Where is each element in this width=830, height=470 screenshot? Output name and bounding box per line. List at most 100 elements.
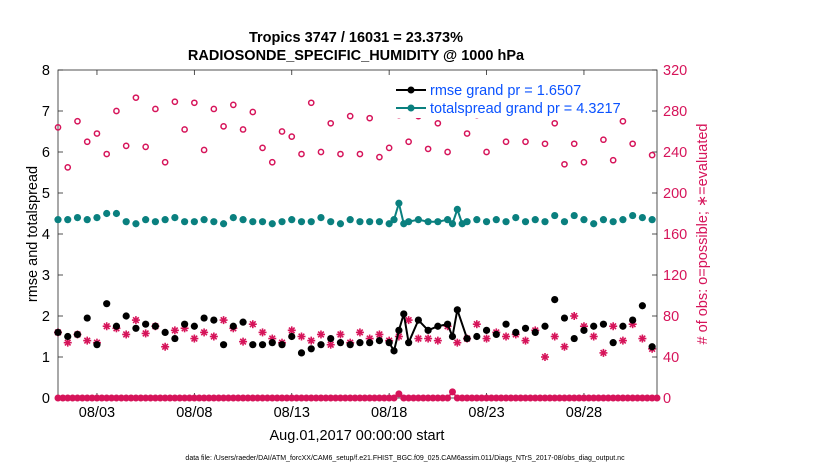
data-file-footnote: data file: /Users/raeder/DAI/ATM_forcXX/… — [185, 455, 625, 462]
obs-evaluated-point — [122, 330, 131, 339]
obs-possible-point — [366, 114, 374, 122]
obs-possible-point — [629, 140, 637, 148]
legend: rmse grand pr = 1.6507 totalspread grand… — [390, 80, 652, 118]
totalspread-point — [64, 216, 72, 224]
obs-evaluated-point — [453, 338, 462, 347]
obs-possible-point — [64, 164, 72, 171]
totalspread-point — [541, 218, 549, 226]
zero-count-point — [293, 394, 301, 402]
obs-evaluated-point — [521, 336, 530, 345]
y-tick-label: 1 — [42, 350, 50, 366]
zero-count-point — [634, 394, 642, 402]
zero-count-point — [142, 394, 150, 402]
zero-count-point — [565, 394, 573, 402]
obs-possible-point — [122, 142, 130, 150]
obs-evaluated-point — [414, 334, 423, 343]
obs-possible-point — [54, 124, 62, 131]
zero-count-point — [268, 394, 276, 402]
obs-evaluated-point — [336, 330, 345, 339]
rmse-point — [73, 330, 82, 339]
obs-possible-point — [268, 158, 276, 166]
rmse-point — [521, 324, 530, 332]
totalspread-point — [395, 199, 403, 207]
totalspread-point — [443, 216, 452, 224]
zero-count-point — [546, 394, 554, 402]
rmse-point — [161, 328, 169, 336]
rmse-point — [448, 332, 457, 341]
zero-count-point — [468, 394, 476, 402]
zero-count-point — [78, 394, 86, 402]
totalspread-point — [492, 216, 500, 224]
totalspread-point — [580, 216, 588, 224]
y-tick-label: 7 — [42, 104, 50, 120]
chart-subtitle: RADIOSONDE_SPECIFIC_HUMIDITY @ 1000 hPa — [188, 48, 525, 64]
rmse-point — [570, 334, 578, 343]
obs-possible-point — [298, 150, 305, 158]
obs-possible-point — [210, 105, 218, 113]
rmse-point — [151, 322, 159, 330]
totalspread-point — [249, 218, 257, 226]
obs-possible-point — [181, 126, 188, 133]
rmse-point — [453, 306, 461, 314]
rmse-point — [258, 341, 267, 349]
totalspread-point — [570, 211, 578, 220]
obs-evaluated-point — [618, 336, 627, 345]
totalspread-point — [463, 218, 471, 226]
obs-evaluated-point — [424, 334, 433, 343]
zero-count-point — [220, 394, 228, 402]
obs-evaluated-point — [102, 322, 111, 331]
totalspread-point — [122, 218, 130, 226]
obs-possible-point — [200, 146, 208, 154]
obs-evaluated-point — [297, 332, 306, 341]
obs-evaluated-point — [209, 332, 218, 341]
rmse-point — [112, 322, 121, 330]
totalspread-point — [112, 209, 121, 218]
totalspread-point — [531, 216, 539, 224]
zero-count-point — [151, 394, 159, 402]
zero-count-point — [492, 394, 500, 402]
rmse-point — [434, 322, 442, 330]
zero-count-point — [385, 394, 393, 402]
obs-possible-point — [551, 119, 559, 127]
totalspread-point — [288, 216, 296, 224]
zero-count-point — [127, 394, 135, 402]
obs-possible-point — [220, 123, 227, 130]
rmse-point — [560, 314, 569, 322]
obs-evaluated-point — [550, 332, 559, 341]
obs-evaluated-point — [161, 342, 170, 351]
totalspread-point — [346, 216, 354, 224]
rmse-point — [492, 330, 500, 339]
rmse-point — [551, 296, 559, 304]
obs-evaluated-point — [482, 334, 491, 343]
zero-count-point — [512, 394, 520, 402]
series-layer — [54, 94, 661, 402]
zero-count-point — [614, 394, 622, 402]
zero-count-point — [414, 394, 422, 402]
totalspread-point — [609, 218, 617, 226]
y-axis-right: 0 40 80 120 160 200 240 280 320 — [652, 63, 687, 407]
zero-count-point — [356, 394, 364, 402]
obs-possible-point — [376, 153, 383, 161]
zero-count-point — [575, 394, 583, 402]
obs-possible-point — [191, 99, 198, 107]
rmse-point — [64, 332, 72, 341]
totalspread-point — [278, 218, 286, 226]
zero-count-point — [108, 394, 116, 402]
rmse-point — [93, 341, 101, 349]
obs-possible-point — [317, 148, 325, 156]
obs-possible-point — [502, 138, 510, 146]
zero-count-point — [536, 394, 544, 402]
y2-tick-label: 120 — [663, 268, 687, 284]
obs-possible-point — [444, 148, 451, 156]
rmse-point — [400, 310, 408, 318]
y-axis-left: 0 1 2 3 4 5 6 7 8 — [42, 63, 63, 407]
totalspread-point — [190, 218, 198, 226]
totalspread-point — [151, 218, 159, 226]
rmse-point — [210, 316, 218, 324]
zero-count-point — [200, 394, 208, 402]
y-tick-label: 0 — [42, 391, 50, 407]
zero-count-point — [507, 394, 515, 402]
totalspread-point — [375, 218, 384, 226]
obs-possible-point — [346, 112, 354, 120]
